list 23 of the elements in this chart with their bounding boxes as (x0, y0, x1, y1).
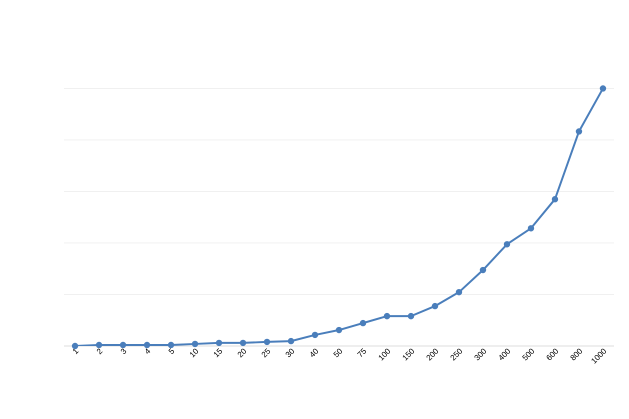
point (192, 340, 198, 348)
point (384, 312, 390, 320)
point (552, 196, 558, 202)
point (96, 342, 102, 348)
point (120, 342, 126, 348)
point (72, 342, 78, 350)
point (360, 320, 366, 326)
point (216, 340, 222, 346)
point (600, 85, 606, 92)
point (336, 326, 342, 334)
point (432, 302, 438, 310)
point (168, 342, 174, 348)
point (288, 338, 294, 344)
point (408, 312, 414, 320)
point (456, 288, 462, 296)
point (528, 225, 534, 232)
point (264, 338, 270, 346)
point (480, 266, 486, 274)
point (576, 128, 582, 135)
point (240, 340, 246, 346)
point (312, 332, 318, 338)
point (144, 342, 150, 348)
point (504, 241, 510, 248)
